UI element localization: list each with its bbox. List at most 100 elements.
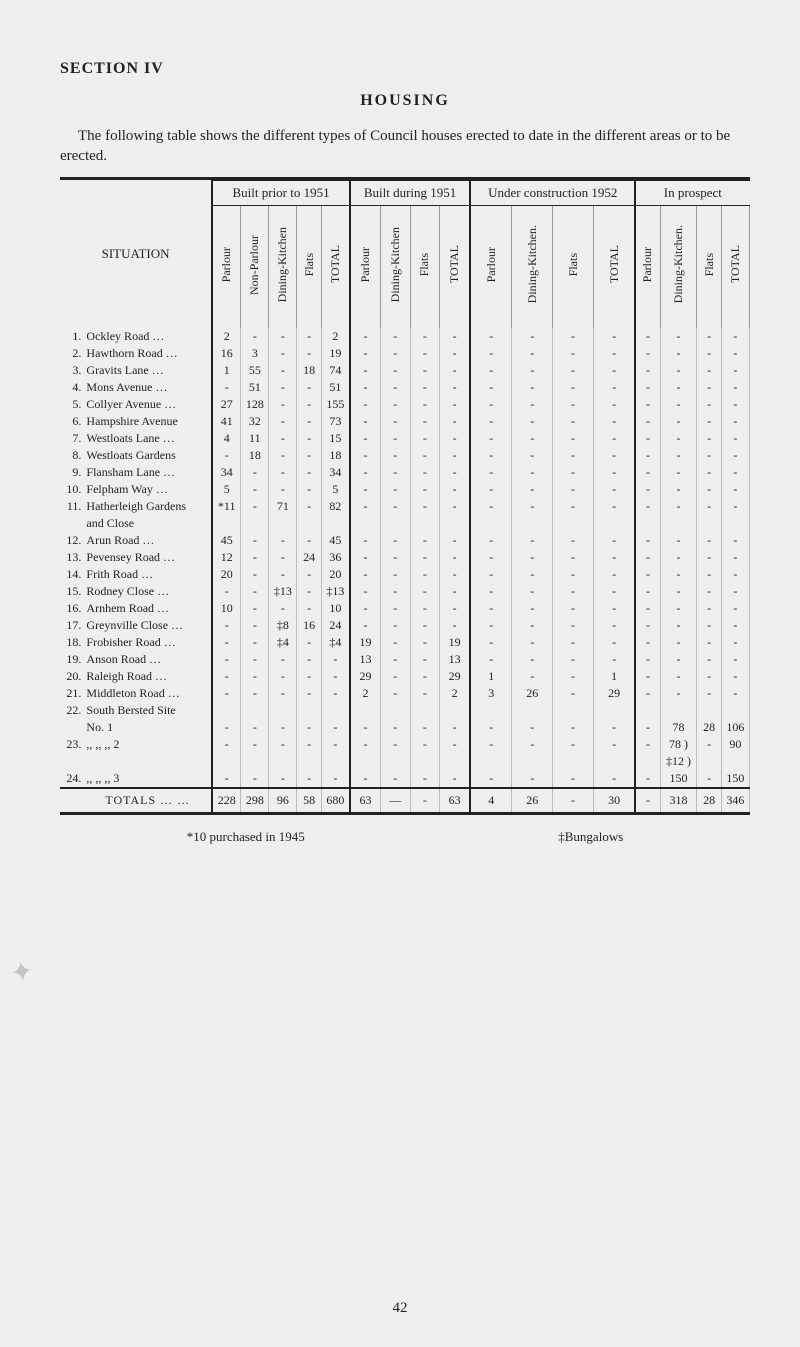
table-cell: - — [593, 617, 635, 634]
table-cell: - — [440, 396, 470, 413]
table-cell: - — [350, 362, 380, 379]
table-cell: - — [297, 600, 321, 617]
table-cell: - — [297, 736, 321, 753]
row-situation: Rodney Close … — [84, 583, 212, 600]
table-cell — [440, 753, 470, 770]
table-cell: - — [350, 600, 380, 617]
table-cell: - — [553, 396, 594, 413]
table-cell: - — [470, 447, 512, 464]
table-cell: - — [635, 430, 660, 447]
table-cell: - — [470, 719, 512, 736]
table-cell — [660, 515, 697, 532]
table-cell: - — [410, 583, 440, 600]
table-cell: - — [350, 464, 380, 481]
table-cell: 10 — [212, 600, 241, 617]
table-cell: - — [660, 396, 697, 413]
table-cell — [697, 753, 721, 770]
table-cell: - — [470, 532, 512, 549]
table-cell: - — [470, 413, 512, 430]
table-cell: - — [635, 617, 660, 634]
row-situation: South Bersted Site — [84, 702, 212, 719]
table-cell: - — [660, 566, 697, 583]
table-cell: - — [721, 345, 749, 362]
table-cell: *11 — [212, 498, 241, 515]
table-cell: - — [697, 668, 721, 685]
table-cell: - — [512, 566, 553, 583]
row-index: 9. — [60, 464, 84, 481]
totals-cell: 63 — [350, 788, 380, 812]
table-cell: - — [297, 447, 321, 464]
table-cell: - — [321, 719, 350, 736]
table-cell: - — [380, 430, 410, 447]
table-cell: - — [241, 600, 269, 617]
table-cell: - — [269, 447, 297, 464]
table-cell: 73 — [321, 413, 350, 430]
table-cell: - — [212, 447, 241, 464]
table-cell: - — [470, 498, 512, 515]
table-cell: - — [470, 566, 512, 583]
row-situation: Greynville Close … — [84, 617, 212, 634]
table-cell: - — [297, 668, 321, 685]
table-cell: - — [380, 549, 410, 566]
table-cell — [212, 753, 241, 770]
table-cell: - — [440, 498, 470, 515]
table-cell: - — [440, 532, 470, 549]
table-row: 12.Arun Road …45---45------------ — [60, 532, 750, 549]
table-row: 17.Greynville Close …--‡81624-----------… — [60, 617, 750, 634]
row-index: 14. — [60, 566, 84, 583]
totals-cell: 63 — [440, 788, 470, 812]
table-cell: - — [660, 447, 697, 464]
table-cell: - — [269, 464, 297, 481]
table-row: 4.Mons Avenue …-51--51------------ — [60, 379, 750, 396]
row-situation: Hampshire Avenue — [84, 413, 212, 430]
table-cell: - — [593, 651, 635, 668]
table-cell: 29 — [593, 685, 635, 702]
column-header: Flats — [297, 205, 321, 328]
table-cell: - — [380, 362, 410, 379]
table-cell: - — [721, 464, 749, 481]
table-cell: - — [721, 430, 749, 447]
table-cell: - — [297, 685, 321, 702]
table-cell: - — [241, 464, 269, 481]
table-cell: - — [241, 328, 269, 345]
table-cell: - — [721, 634, 749, 651]
table-cell: - — [553, 430, 594, 447]
table-cell: - — [241, 736, 269, 753]
table-cell — [350, 753, 380, 770]
table-cell: - — [380, 770, 410, 788]
table-cell: 90 — [721, 736, 749, 753]
table-cell: - — [380, 481, 410, 498]
row-situation: Flansham Lane … — [84, 464, 212, 481]
row-situation: Frith Road … — [84, 566, 212, 583]
column-header: Parlour — [470, 205, 512, 328]
table-cell: - — [593, 583, 635, 600]
table-cell: - — [297, 413, 321, 430]
table-cell: - — [470, 651, 512, 668]
row-index: 12. — [60, 532, 84, 549]
table-cell: - — [553, 566, 594, 583]
table-cell: 2 — [440, 685, 470, 702]
table-cell — [697, 515, 721, 532]
row-situation: Pevensey Road … — [84, 549, 212, 566]
table-cell: - — [321, 736, 350, 753]
table-cell: - — [440, 481, 470, 498]
table-cell: 3 — [241, 345, 269, 362]
table-row: 13.Pevensey Road …12--2436------------ — [60, 549, 750, 566]
table-cell: 5 — [212, 481, 241, 498]
row-situation: Middleton Road … — [84, 685, 212, 702]
table-cell: - — [553, 651, 594, 668]
table-cell: - — [440, 362, 470, 379]
table-cell: 18 — [297, 362, 321, 379]
table-cell: - — [660, 583, 697, 600]
table-cell: - — [297, 566, 321, 583]
table-cell — [321, 702, 350, 719]
table-cell: - — [440, 345, 470, 362]
table-cell: - — [660, 328, 697, 345]
totals-cell: 346 — [721, 788, 749, 812]
table-cell: - — [721, 617, 749, 634]
table-cell: - — [321, 668, 350, 685]
table-cell: - — [593, 345, 635, 362]
table-cell: 1 — [593, 668, 635, 685]
table-cell: - — [512, 396, 553, 413]
row-index: 4. — [60, 379, 84, 396]
